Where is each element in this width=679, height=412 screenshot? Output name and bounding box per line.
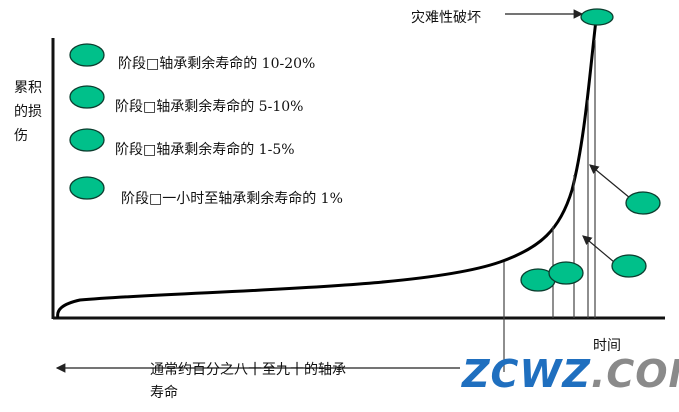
catastrophic-label: 灾难性破坏 xyxy=(411,10,481,26)
legend-marker xyxy=(69,43,105,67)
legend-label: 阶段□轴承剩余寿命的 5-10% xyxy=(115,99,304,115)
x-axis-label: 时间 xyxy=(593,338,621,354)
catastrophic-marker xyxy=(580,8,614,26)
stage-arrow xyxy=(589,164,631,199)
watermark: ZCWZ.COM xyxy=(462,352,679,396)
damage-curve xyxy=(56,19,598,319)
legend-marker xyxy=(69,128,105,152)
legend-label: 阶段□轴承剩余寿命的 10-20% xyxy=(118,56,316,72)
stage-marker xyxy=(548,261,584,285)
stage-lines xyxy=(503,40,596,372)
legend-label: 阶段□一小时至轴承剩余寿命的 1% xyxy=(121,191,343,207)
stage-marker xyxy=(625,191,661,215)
legend-marker xyxy=(69,176,105,200)
life-span-label: 通常约百分之八十至九十的轴承 xyxy=(150,362,346,378)
life-span-label-cont: 寿命 xyxy=(150,385,178,401)
legend-marker xyxy=(69,85,105,109)
watermark-part1: ZCWZ xyxy=(462,352,591,396)
y-axis-label: 累积的损伤 xyxy=(14,80,42,144)
stage-marker xyxy=(611,254,647,278)
legend-label: 阶段□轴承剩余寿命的 1-5% xyxy=(115,142,295,158)
stage-arrow xyxy=(582,235,615,263)
watermark-part2: .COM xyxy=(590,352,679,396)
